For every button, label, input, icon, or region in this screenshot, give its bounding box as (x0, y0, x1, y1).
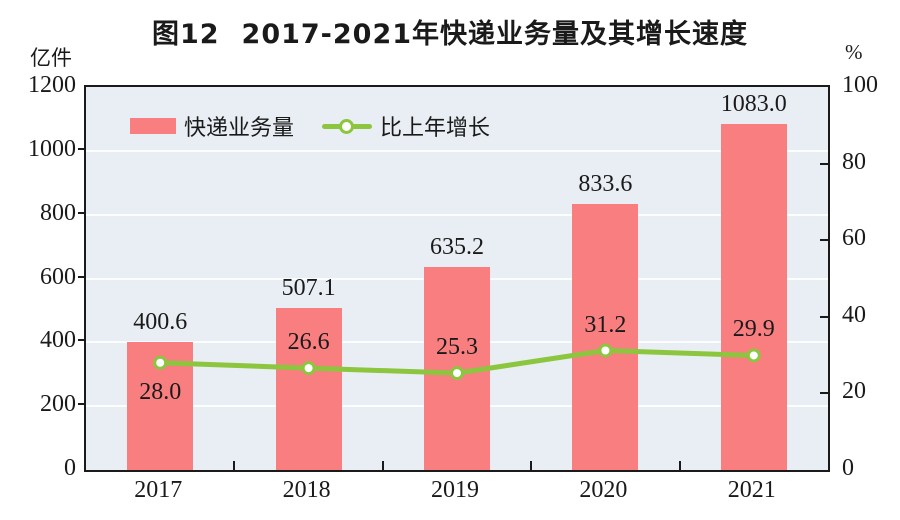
right-axis-unit: % (845, 40, 863, 64)
right-axis-tick-label: 60 (842, 225, 866, 252)
x-axis-tick (678, 461, 681, 470)
figure-number: 图12 (151, 19, 220, 50)
bar-value-label: 1083.0 (720, 91, 787, 118)
right-axis-tick-label: 40 (842, 301, 866, 328)
legend-bar-swatch (130, 118, 176, 134)
left-axis-tick-label: 1200 (28, 72, 76, 98)
grid-line (86, 213, 828, 216)
right-axis-tick-label: 20 (842, 378, 866, 405)
legend-bar-label: 快递业务量 (184, 115, 295, 140)
left-axis-tick (78, 339, 86, 342)
bar-value-label: 833.6 (578, 170, 633, 197)
right-axis-tick (820, 392, 828, 395)
bar-2019 (424, 267, 490, 470)
left-axis-tick-label: 1000 (28, 135, 76, 162)
right-axis-tick-label: 0 (842, 455, 854, 481)
left-axis-unit: 亿件 (30, 46, 72, 70)
x-axis-label-2021: 2021 (727, 477, 776, 503)
left-axis-tick-label: 600 (40, 263, 76, 290)
x-axis-label-2019: 2019 (431, 477, 479, 503)
right-axis-tick-label: 80 (842, 148, 866, 175)
bar-value-label: 635.2 (430, 234, 484, 261)
x-axis-label-2020: 2020 (579, 477, 628, 503)
bar-value-label: 400.6 (133, 309, 188, 336)
left-axis-tick-label: 800 (40, 199, 76, 226)
x-axis-tick (233, 461, 236, 470)
growth-value-label: 28.0 (139, 378, 182, 405)
x-axis-label-2017: 2017 (134, 477, 183, 503)
growth-value-label: 25.3 (436, 334, 478, 361)
right-axis-tick (820, 239, 828, 242)
x-axis-label-2018: 2018 (282, 477, 331, 503)
plot-area: 400.6 507.1 635.2 833.6 1083.0 28.0 26.6 25.3 3… (84, 85, 830, 472)
bar-2020 (572, 203, 639, 470)
chart-title-text: 2017-2021年快递业务量及其增长速度 (241, 19, 749, 50)
grid-line (86, 149, 828, 152)
legend-line-label: 比上年增长 (380, 115, 491, 140)
right-axis-tick (820, 315, 828, 318)
legend: 快递业务量 比上年增长 (130, 113, 491, 140)
growth-value-label: 31.2 (584, 311, 627, 338)
bar-2021 (720, 124, 787, 470)
right-axis-tick (820, 162, 828, 165)
bar-2017 (127, 342, 194, 470)
x-axis-tick (530, 461, 533, 470)
left-axis-tick (78, 147, 86, 150)
left-axis-tick-label: 200 (40, 391, 76, 418)
right-axis-tick-label: 100 (842, 72, 878, 98)
chart-title: 图12 2017-2021年快递业务量及其增长速度 (0, 12, 900, 51)
bar-value-label: 507.1 (281, 275, 336, 302)
x-axis-tick (381, 461, 384, 470)
left-axis-tick (78, 403, 86, 406)
growth-value-label: 29.9 (732, 316, 775, 343)
left-axis-tick (78, 211, 86, 214)
legend-line-marker-icon (339, 119, 355, 134)
left-axis-tick (78, 275, 86, 278)
left-axis-tick-label: 400 (40, 327, 76, 354)
bar-2018 (275, 308, 342, 470)
legend-line-swatch (322, 118, 373, 134)
growth-value-label: 26.6 (287, 329, 330, 356)
left-axis-tick-label: 0 (64, 455, 76, 481)
